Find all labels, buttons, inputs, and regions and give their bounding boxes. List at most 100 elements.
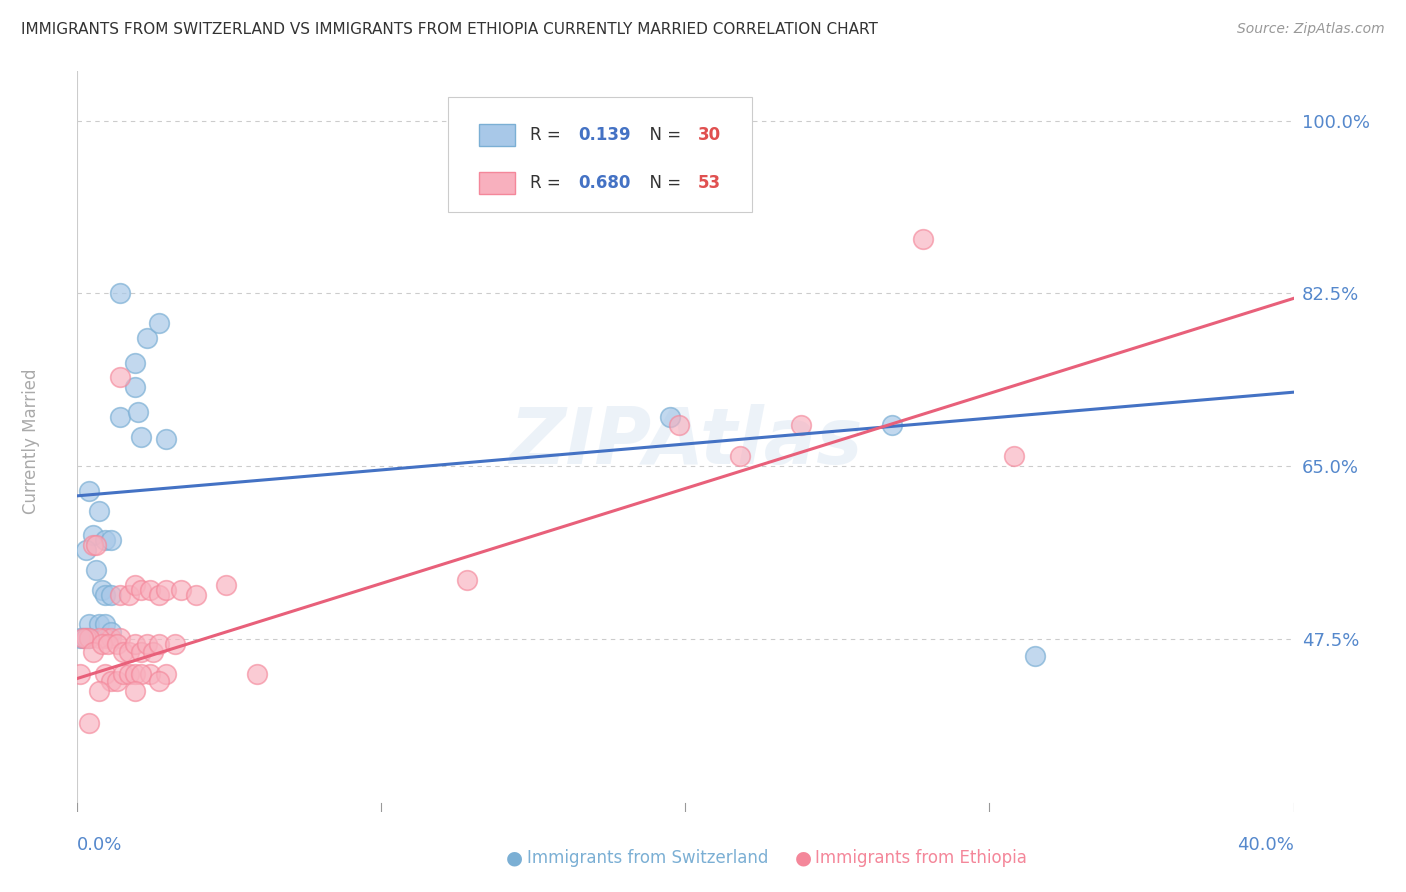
Point <box>136 331 159 345</box>
Point <box>129 429 152 443</box>
Point <box>100 625 122 640</box>
Point <box>659 409 682 424</box>
Point <box>108 409 131 424</box>
Point <box>100 588 122 602</box>
Point <box>215 577 238 591</box>
Point <box>87 503 110 517</box>
Point <box>100 533 122 548</box>
Point <box>1024 648 1046 663</box>
Point <box>139 582 162 597</box>
Point <box>87 684 110 698</box>
Point <box>184 588 207 602</box>
Point <box>82 645 104 659</box>
Text: ●: ● <box>794 848 811 868</box>
Text: R =: R = <box>530 126 565 144</box>
Point <box>90 637 112 651</box>
Text: Source: ZipAtlas.com: Source: ZipAtlas.com <box>1237 22 1385 37</box>
Point <box>118 588 141 602</box>
Point <box>87 631 110 645</box>
Point <box>105 674 128 689</box>
Point <box>105 637 128 651</box>
Point <box>111 666 134 681</box>
Point <box>246 666 269 681</box>
Point <box>97 637 120 651</box>
Point <box>93 617 115 632</box>
Point <box>93 588 115 602</box>
Point <box>148 637 170 651</box>
Text: Immigrants from Switzerland: Immigrants from Switzerland <box>527 849 769 867</box>
Point <box>118 645 141 659</box>
Point <box>129 645 152 659</box>
Point <box>170 582 193 597</box>
Point <box>108 286 131 301</box>
Point <box>108 631 131 645</box>
Point <box>108 370 131 384</box>
Point <box>100 631 122 645</box>
Point <box>911 232 934 246</box>
Point <box>155 582 177 597</box>
Point <box>79 617 101 632</box>
Text: 53: 53 <box>697 174 721 192</box>
Point <box>84 538 107 552</box>
Point <box>79 631 101 645</box>
Point <box>75 631 97 645</box>
Point <box>668 417 690 432</box>
Text: ZIPAtlas: ZIPAtlas <box>509 403 862 480</box>
Point <box>124 355 146 369</box>
Point <box>155 432 177 446</box>
FancyBboxPatch shape <box>478 171 515 194</box>
Point <box>93 533 115 548</box>
Point <box>163 637 186 651</box>
Point <box>79 715 101 730</box>
Point <box>142 645 165 659</box>
Text: 40.0%: 40.0% <box>1237 837 1294 855</box>
Point <box>75 631 97 645</box>
Point <box>87 617 110 632</box>
Text: N =: N = <box>640 126 686 144</box>
Point <box>136 637 159 651</box>
Point <box>100 674 122 689</box>
Point <box>84 563 107 577</box>
Point <box>790 417 813 432</box>
Point <box>124 380 146 394</box>
Text: Currently Married: Currently Married <box>22 368 41 515</box>
Text: R =: R = <box>530 174 565 192</box>
Point <box>75 543 97 558</box>
Point <box>148 316 170 330</box>
FancyBboxPatch shape <box>449 97 752 212</box>
Text: IMMIGRANTS FROM SWITZERLAND VS IMMIGRANTS FROM ETHIOPIA CURRENTLY MARRIED CORREL: IMMIGRANTS FROM SWITZERLAND VS IMMIGRANT… <box>21 22 877 37</box>
Text: 30: 30 <box>697 126 721 144</box>
Point <box>82 528 104 542</box>
Point <box>93 631 115 645</box>
Point <box>79 483 101 498</box>
Text: 0.0%: 0.0% <box>77 837 122 855</box>
Point <box>108 588 131 602</box>
Point <box>93 666 115 681</box>
Point <box>129 666 152 681</box>
Point <box>155 666 177 681</box>
Text: Immigrants from Ethiopia: Immigrants from Ethiopia <box>815 849 1028 867</box>
Text: N =: N = <box>640 174 686 192</box>
Point <box>90 582 112 597</box>
Point <box>111 645 134 659</box>
Point <box>124 666 146 681</box>
Point <box>882 417 904 432</box>
Point <box>124 684 146 698</box>
Point <box>1002 450 1025 464</box>
Point <box>69 666 91 681</box>
Point <box>127 405 149 419</box>
Point <box>148 588 170 602</box>
Point <box>124 637 146 651</box>
Text: 0.139: 0.139 <box>578 126 631 144</box>
FancyBboxPatch shape <box>478 124 515 145</box>
Point <box>118 666 141 681</box>
Text: ●: ● <box>506 848 523 868</box>
Point <box>148 674 170 689</box>
Point <box>72 631 94 645</box>
Point <box>69 631 91 645</box>
Point <box>72 631 94 645</box>
Point <box>124 577 146 591</box>
Point <box>82 538 104 552</box>
Point <box>139 666 162 681</box>
Text: 0.680: 0.680 <box>578 174 631 192</box>
